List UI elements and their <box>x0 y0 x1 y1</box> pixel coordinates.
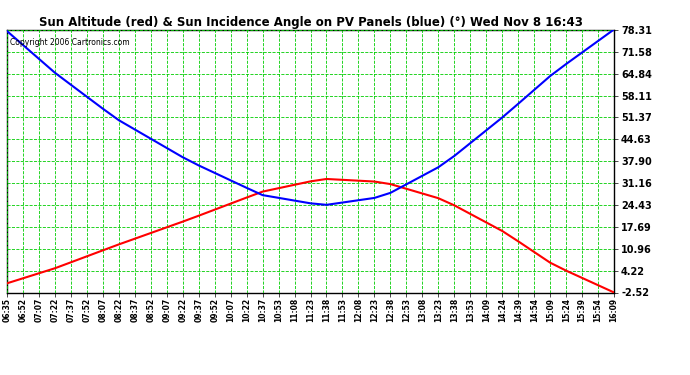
Text: Copyright 2006 Cartronics.com: Copyright 2006 Cartronics.com <box>10 38 130 47</box>
Title: Sun Altitude (red) & Sun Incidence Angle on PV Panels (blue) (°) Wed Nov 8 16:43: Sun Altitude (red) & Sun Incidence Angle… <box>39 16 582 29</box>
